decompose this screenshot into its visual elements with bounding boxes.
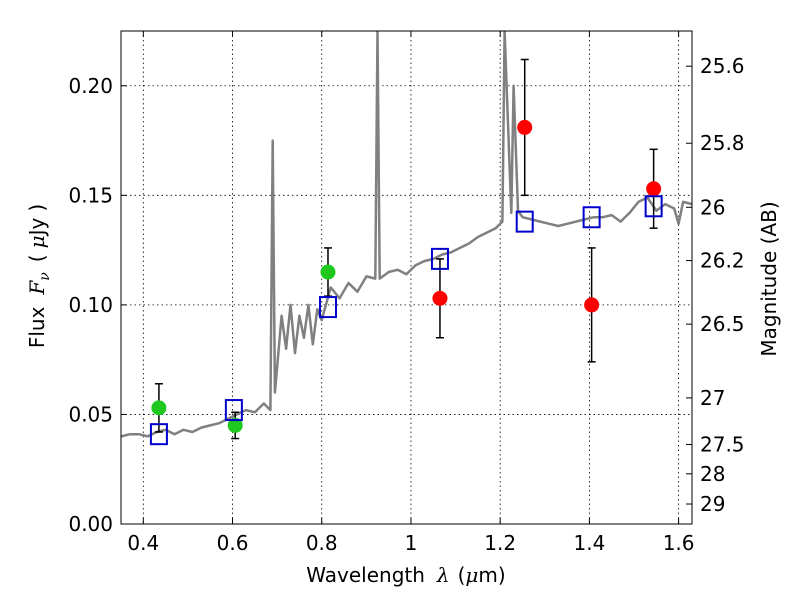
model-flux-square — [224, 399, 243, 422]
model-flux-square — [430, 247, 449, 270]
model-flux-square — [149, 423, 168, 446]
hst-point — [320, 264, 336, 280]
grid — [121, 31, 692, 524]
ticks-layer: 0.4 0.6 0.8 1 1.2 1.4 1.6 0.00 0.05 0.10 0.15 0.20 2… — [68, 31, 745, 555]
plot-frame — [120, 30, 693, 525]
nir-point — [584, 297, 600, 313]
y2-tick-label: 27.5 — [700, 432, 745, 456]
x-tick-label: 1.6 — [663, 531, 695, 555]
model-flux-square — [644, 195, 663, 218]
nir-point — [517, 119, 533, 135]
y2-tick-label: 26.2 — [700, 249, 745, 273]
y2-axis-label: Magnitude (AB) — [757, 201, 781, 356]
y2-tick-label: 25.6 — [700, 54, 745, 78]
data-points-layer — [149, 58, 663, 446]
nir-point — [646, 181, 662, 197]
y-tick-label: 0.10 — [68, 293, 113, 317]
y-tick-label: 0.15 — [68, 183, 113, 207]
y2-tick-label: 26.5 — [700, 312, 745, 336]
model-flux-square — [515, 210, 534, 233]
y-tick-label: 0.20 — [68, 74, 113, 98]
y2-tick-label: 27 — [700, 386, 725, 410]
hst-point — [227, 417, 243, 433]
y2-tick-label: 26 — [700, 195, 725, 219]
x-tick-label: 1.2 — [484, 531, 516, 555]
model-spectrum-line — [121, 31, 692, 438]
model-flux-square — [318, 296, 337, 319]
y2-tick-label: 28 — [700, 462, 725, 486]
x-tick-label: 0.6 — [217, 531, 249, 555]
y-axis-label: FluxFν(μJy) — [25, 204, 53, 348]
spectrum-layer — [121, 31, 692, 438]
y-tick-label: 0.00 — [68, 512, 113, 536]
y2-tick-label: 29 — [700, 492, 725, 516]
x-axis-label: Wavelength λ (μm) — [306, 563, 505, 587]
x-tick-label: 0.4 — [127, 531, 159, 555]
hst-point — [151, 400, 167, 416]
model-flux-square — [582, 206, 601, 229]
y2-tick-label: 25.8 — [700, 131, 745, 155]
y-tick-label: 0.05 — [68, 402, 113, 426]
x-tick-label: 1 — [405, 531, 418, 555]
x-tick-label: 0.8 — [306, 531, 338, 555]
nir-point — [432, 290, 448, 306]
x-tick-label: 1.4 — [573, 531, 605, 555]
